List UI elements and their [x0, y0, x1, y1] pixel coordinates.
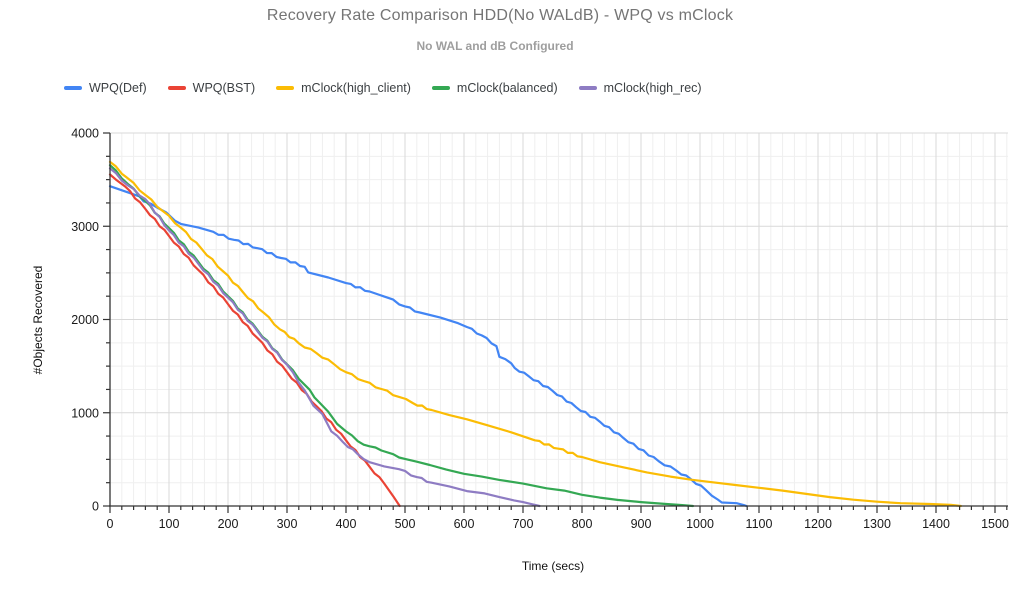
x-tick-label: 1200: [804, 517, 832, 531]
legend-item-mclock-high-rec[interactable]: mClock(high_rec): [578, 81, 702, 95]
x-tick-label: 600: [454, 517, 475, 531]
x-tick-label: 500: [395, 517, 416, 531]
x-tick-label: 300: [277, 517, 298, 531]
legend-label: mClock(high_client): [301, 81, 411, 95]
series-line-wpq-def[interactable]: [108, 185, 748, 508]
series-line-mclock-high-client[interactable]: [108, 160, 962, 508]
y-tick-label: 1000: [71, 406, 99, 420]
x-tick-label: 1500: [981, 517, 1009, 531]
legend-item-mclock-balanced[interactable]: mClock(balanced): [431, 81, 558, 95]
series-line-mclock-high-rec[interactable]: [108, 167, 541, 508]
tick-labels: 0 100 200 300 400 500 600 700 800 900 1000 1100 1200…: [71, 127, 1009, 532]
legend-item-wpq-def[interactable]: WPQ(Def): [64, 81, 147, 95]
x-tick-label: 1000: [686, 517, 714, 531]
series-lines: [108, 160, 962, 508]
y-tick-label: 3000: [71, 220, 99, 234]
x-tick-label: 1400: [922, 517, 950, 531]
x-tick-label: 1100: [746, 517, 773, 531]
series-swatch-icon: [64, 86, 82, 90]
legend-label: mClock(high_rec): [603, 81, 702, 95]
legend-item-wpq-bst[interactable]: WPQ(BST): [167, 81, 256, 95]
x-tick-label: 1300: [863, 517, 891, 531]
legend: WPQ(Def) WPQ(BST) mClock(high_client) mC…: [64, 81, 702, 95]
series-line-wpq-bst[interactable]: [108, 173, 401, 508]
chart-subtitle: No WAL and dB Configured: [416, 39, 574, 53]
series-swatch-icon: [578, 86, 597, 90]
x-tick-label: 900: [631, 517, 652, 531]
legend-label: mClock(balanced): [456, 81, 558, 95]
y-tick-label: 2000: [71, 313, 99, 327]
series-swatch-icon: [167, 86, 186, 90]
x-tick-label: 700: [513, 517, 534, 531]
series-swatch-icon: [276, 86, 295, 90]
chart-title: Recovery Rate Comparison HDD(No WALdB) -…: [266, 7, 734, 24]
legend-item-mclock-high-client[interactable]: mClock(high_client): [276, 81, 411, 95]
major-gridlines: [110, 132, 1008, 506]
legend-label: WPQ(BST): [192, 81, 256, 95]
y-axis-title: #Objects Recovered: [31, 266, 45, 375]
y-tick-label: 4000: [71, 127, 99, 141]
series-swatch-icon: [431, 86, 450, 90]
x-tick-label: 400: [336, 517, 357, 531]
x-tick-label: 800: [572, 517, 593, 531]
x-tick-label: 0: [107, 517, 114, 531]
axes: [103, 132, 1008, 513]
y-tick-label: 0: [92, 500, 99, 514]
x-tick-label: 200: [218, 517, 239, 531]
legend-label: WPQ(Def): [89, 81, 147, 95]
x-tick-label: 100: [159, 517, 180, 531]
x-axis-title: Time (secs): [522, 559, 584, 573]
